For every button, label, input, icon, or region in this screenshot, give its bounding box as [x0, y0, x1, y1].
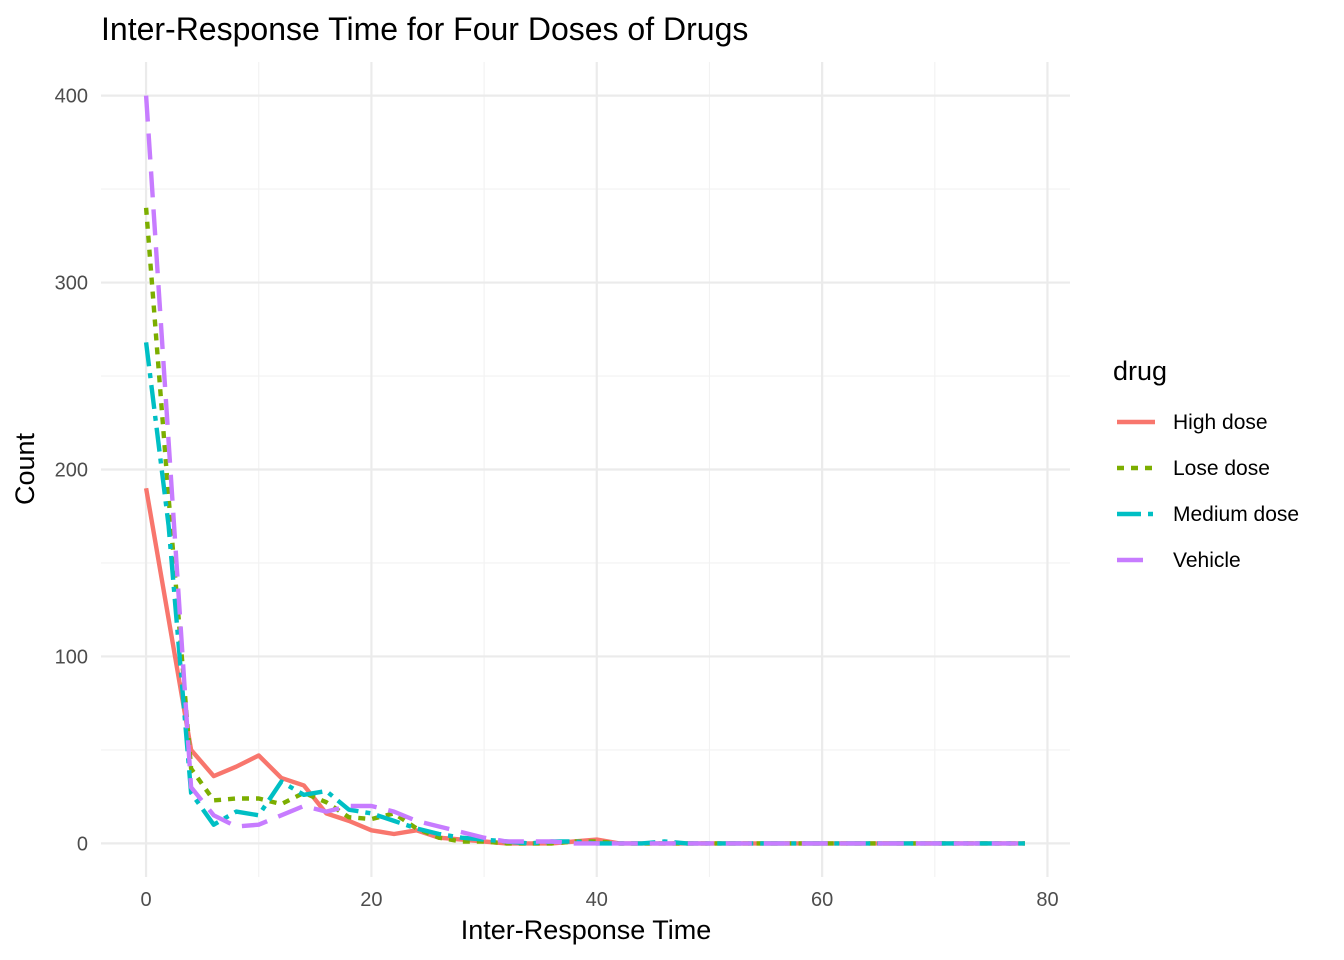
series-line-vehicle [143, 95, 1025, 846]
x-tick-label: 60 [811, 889, 833, 911]
y-tick-label: 100 [55, 646, 88, 668]
x-tick-label: 0 [141, 889, 152, 911]
y-tick-label: 300 [55, 273, 88, 295]
x-axis-ticks: 0 20 40 60 80 [141, 889, 1059, 911]
legend-label: Medium dose [1173, 503, 1299, 526]
legend-label: Lose dose [1173, 457, 1270, 480]
legend-label: Vehicle [1173, 549, 1241, 572]
series-line-medium-dose [143, 342, 1025, 846]
legend: drug High dose Lose dose Medium dose Vehicl… [1113, 356, 1299, 572]
legend-title: drug [1113, 356, 1167, 386]
x-tick-label: 40 [586, 889, 608, 911]
y-tick-label: 0 [77, 833, 88, 855]
y-tick-label: 400 [55, 86, 88, 108]
y-axis-title: Count [10, 432, 40, 505]
series-lines [143, 95, 1025, 846]
x-tick-label: 20 [360, 889, 382, 911]
x-tick-label: 80 [1036, 889, 1058, 911]
x-axis-title: Inter-Response Time [461, 915, 712, 945]
series-line-lose-dose [143, 207, 1025, 846]
y-tick-label: 200 [55, 460, 88, 482]
chart-title: Inter-Response Time for Four Doses of Dr… [101, 11, 748, 47]
legend-label: High dose [1173, 411, 1268, 434]
gridlines [101, 62, 1070, 877]
y-axis-ticks: 0 100 200 300 400 [55, 86, 88, 856]
